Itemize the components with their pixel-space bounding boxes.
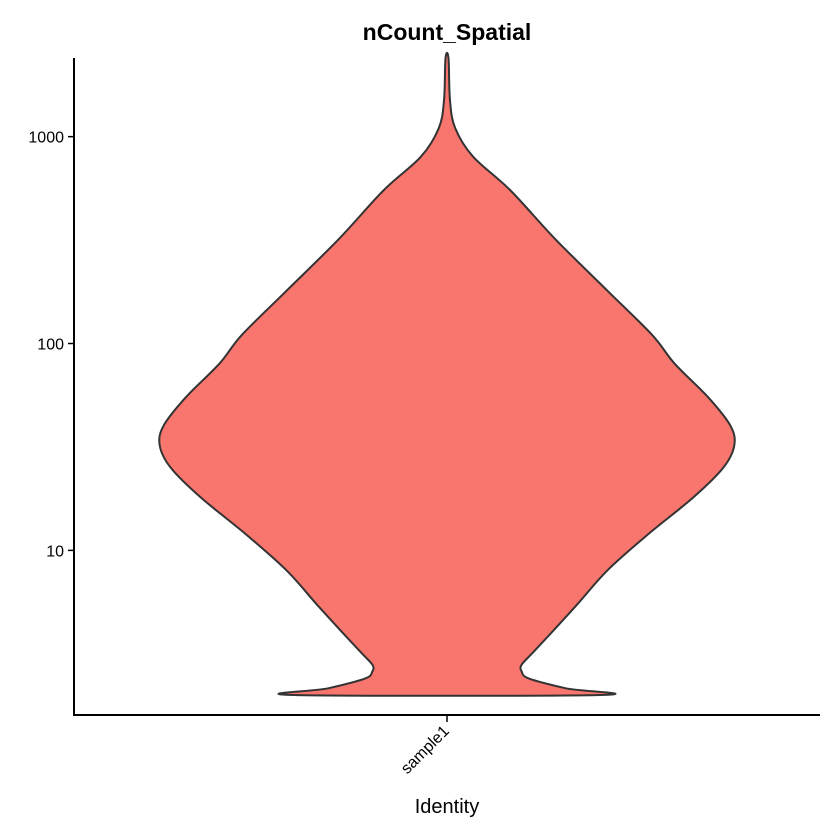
x-axis-ticks: sample1 [398, 715, 453, 778]
y-tick-label: 10 [46, 543, 64, 560]
y-tick-label: 1000 [28, 130, 64, 147]
violin-sample1 [158, 51, 736, 697]
x-axis-title: Identity [415, 796, 479, 818]
y-axis-ticks: 10 100 1000 [28, 130, 74, 560]
x-tick-label: sample1 [398, 723, 453, 778]
chart-title: nCount_Spatial [363, 19, 532, 45]
violins-layer [158, 51, 736, 697]
y-tick-label: 100 [37, 337, 64, 354]
